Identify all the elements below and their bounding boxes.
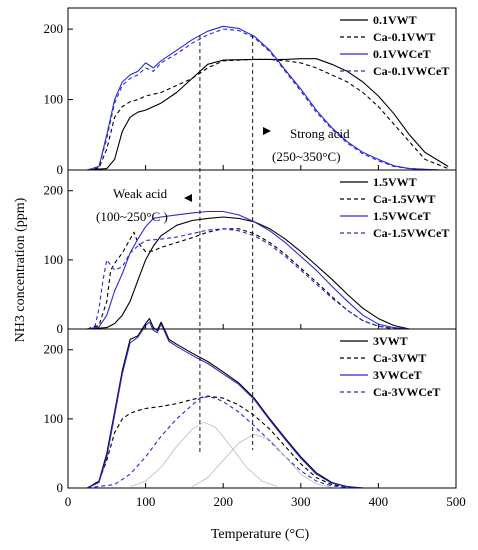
legend-entry: Ca-3VWT [373,351,426,365]
legend-entry: Ca-1.5VWCeT [373,226,449,240]
y-tick-label: 200 [44,183,64,198]
y-tick-label: 200 [44,21,64,36]
series-line-3-3 [87,321,379,489]
series-line-2-3 [87,210,410,330]
weak-acid-label: Weak acid [113,186,168,201]
series-line-1-2 [87,58,449,171]
y-tick-label: 100 [44,411,64,426]
panel-1 [87,25,449,171]
y-tick-label: 0 [57,162,64,177]
legend-entry: Ca-0.1VWCeT [373,64,449,78]
x-tick-label: 200 [213,494,233,509]
legend-entry: Ca-1.5VWT [373,192,435,206]
x-tick-label: 400 [369,494,389,509]
y-tick-label: 100 [44,252,64,267]
series-line-3-5 [129,421,278,487]
y-axis-title: NH3 concentration (ppm) [13,197,28,342]
series-line-2-1 [87,216,410,330]
x-tick-label: 100 [136,494,156,509]
x-axis-title: Temperature (°C) [211,527,310,542]
x-tick-label: 0 [65,494,72,509]
y-tick-label: 0 [57,480,64,495]
legend-entry: 1.5VWT [373,175,417,189]
y-tick-label: 200 [44,342,64,357]
legend-entry: Ca-3VWCeT [373,385,440,399]
series-line-2-4 [87,228,410,330]
x-tick-label: 300 [291,494,311,509]
series-line-3-1 [87,318,379,489]
panel-2 [87,210,410,330]
series-line-3-2 [87,395,363,489]
panel-frame-3 [67,328,457,489]
panel-3 [87,318,379,489]
strong-acid-range: (250~350°C) [272,149,341,164]
series-line-3-4 [87,396,379,489]
weak-acid-range: (100~250°C ) [96,209,168,224]
y-tick-label: 100 [44,92,64,107]
legend-entry: 0.1VWT [373,13,417,27]
series-line-1-4 [87,28,441,171]
legend-entry: 3VWCeT [373,368,422,382]
series-line-3-6 [191,433,332,488]
y-tick-label: 0 [57,321,64,336]
legend-entry: Ca-0.1VWT [373,30,435,44]
series-line-1-3 [87,25,441,171]
strong-acid-arrow [263,127,271,135]
series-line-2-2 [87,228,394,330]
weak-acid-arrow [184,194,192,202]
strong-acid-label: Strong acid [290,126,350,141]
legend-entry: 1.5VWCeT [373,209,431,223]
legend-entry: 3VWT [373,334,408,348]
x-tick-label: 500 [446,494,466,509]
legend-entry: 0.1VWCeT [373,47,431,61]
